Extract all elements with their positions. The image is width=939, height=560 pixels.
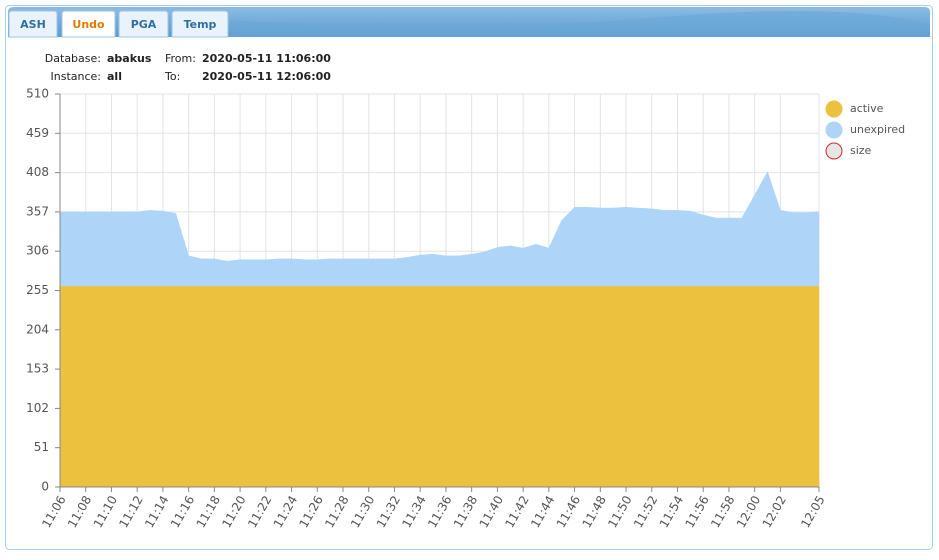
info-value: 2020-05-11 11:06:00 bbox=[202, 52, 331, 65]
tab[interactable]: ASH bbox=[8, 10, 58, 38]
tab[interactable]: Undo bbox=[61, 10, 116, 38]
tab-shape[interactable] bbox=[8, 10, 58, 38]
chart: 11:0611:0811:1011:1211:1411:1611:1811:20… bbox=[26, 87, 905, 531]
tab[interactable]: Temp bbox=[171, 10, 229, 38]
tab-bar-wave bbox=[230, 10, 930, 37]
legend-label: unexpired bbox=[850, 123, 905, 136]
info: Database: abakus Instance: all From: 202… bbox=[45, 52, 331, 83]
y-tick-label: 510 bbox=[26, 87, 49, 101]
y-tick-label: 153 bbox=[26, 362, 49, 376]
y-tick-label: 204 bbox=[26, 322, 49, 336]
legend-label: active bbox=[850, 102, 884, 115]
area bbox=[59, 285, 820, 488]
info-value: all bbox=[107, 70, 122, 83]
y-tick-label: 357 bbox=[26, 204, 49, 218]
info-value: abakus bbox=[107, 52, 152, 65]
tab-shape[interactable] bbox=[171, 10, 229, 38]
tab-label[interactable]: Undo bbox=[72, 18, 105, 31]
tabs: ASH Undo PGA Temp bbox=[8, 10, 229, 38]
area bbox=[59, 171, 820, 287]
tab[interactable]: PGA bbox=[118, 10, 169, 38]
legend-swatch bbox=[825, 142, 843, 160]
tab-label[interactable]: ASH bbox=[20, 18, 46, 31]
y-tick-label: 408 bbox=[26, 165, 49, 179]
info-label: Instance: bbox=[51, 70, 102, 83]
y-tick-label: 0 bbox=[41, 480, 49, 494]
info-value: 2020-05-11 12:06:00 bbox=[202, 70, 331, 83]
tab-shape[interactable] bbox=[61, 10, 116, 38]
legend-swatch bbox=[825, 100, 843, 118]
info-label: Database: bbox=[45, 52, 101, 65]
info-label: From: bbox=[165, 52, 196, 65]
tab-label[interactable]: Temp bbox=[184, 18, 217, 31]
y-tick-label: 102 bbox=[26, 401, 49, 415]
tab-label[interactable]: PGA bbox=[131, 18, 157, 31]
legend-swatch bbox=[825, 121, 843, 139]
legend-label: size bbox=[850, 144, 872, 157]
tab-shape[interactable] bbox=[118, 10, 169, 38]
y-tick-label: 51 bbox=[34, 440, 49, 454]
y-tick-label: 306 bbox=[26, 244, 49, 258]
y-tick-label: 255 bbox=[26, 283, 49, 297]
y-tick-label: 459 bbox=[26, 126, 49, 140]
info-label: To: bbox=[164, 70, 180, 83]
